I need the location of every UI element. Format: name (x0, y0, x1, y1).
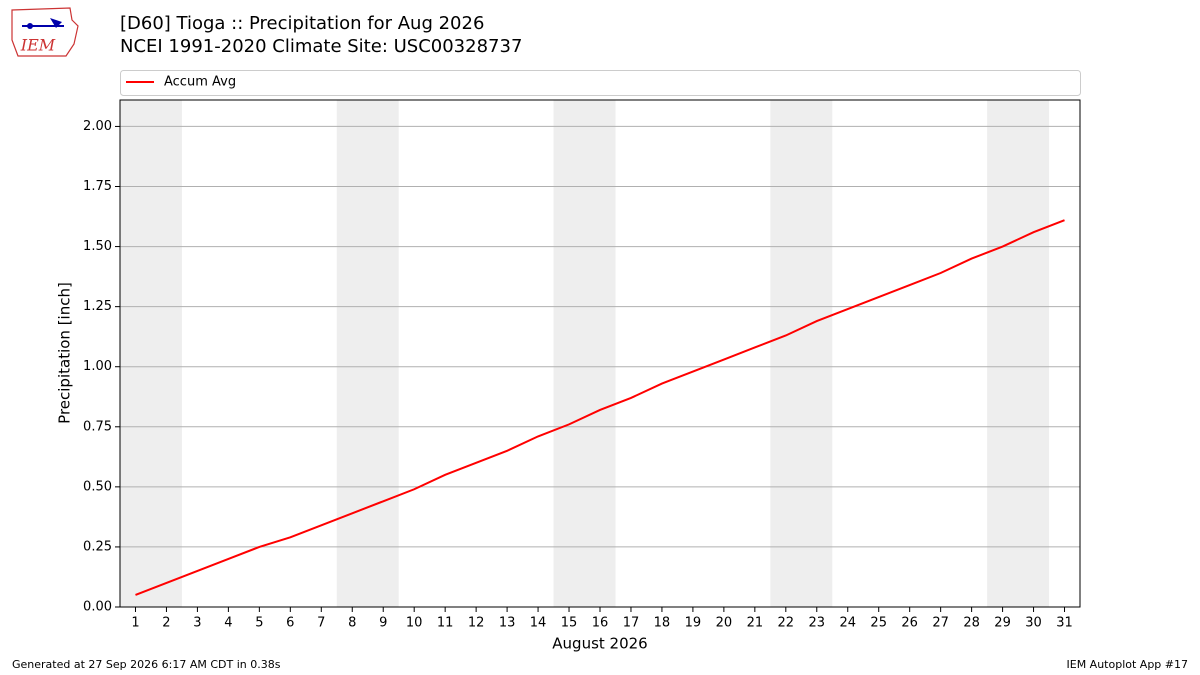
logo: IEM (11, 7, 79, 57)
y-tick-label: 1.25 (83, 299, 112, 314)
x-tick-label: 9 (379, 616, 387, 631)
x-tick-label: 24 (839, 616, 856, 631)
x-tick-label: 12 (468, 616, 485, 631)
x-tick-label: 28 (963, 616, 980, 631)
x-tick-label: 16 (592, 616, 609, 631)
x-tick-label: 13 (499, 616, 516, 631)
x-tick-label: 20 (716, 616, 733, 631)
x-tick-label: 8 (348, 616, 356, 631)
y-tick-label: 1.50 (83, 239, 112, 254)
chart-title: [D60] Tioga :: Precipitation for Aug 202… (120, 13, 484, 34)
weekend-band (336, 100, 399, 607)
weekend-band (987, 100, 1050, 607)
footer-right: IEM Autoplot App #17 (1067, 658, 1189, 671)
weekend-band (120, 100, 182, 607)
x-tick-label: 6 (286, 616, 294, 631)
logo-text: IEM (20, 36, 56, 55)
x-tick-label: 10 (406, 616, 423, 631)
y-tick-label: 1.00 (83, 359, 112, 374)
x-tick-label: 19 (685, 616, 702, 631)
y-tick-label: 0.75 (83, 419, 112, 434)
x-tick-label: 21 (747, 616, 764, 631)
y-tick-label: 0.25 (83, 539, 112, 554)
x-tick-label: 11 (437, 616, 454, 631)
weekend-band (553, 100, 616, 607)
x-axis-label: August 2026 (552, 635, 647, 653)
x-tick-label: 25 (870, 616, 887, 631)
x-tick-label: 23 (809, 616, 826, 631)
legend-label: Accum Avg (164, 75, 236, 90)
x-tick-label: 22 (778, 616, 795, 631)
y-axis-label: Precipitation [inch] (56, 282, 74, 424)
x-tick-label: 17 (623, 616, 640, 631)
legend-box (120, 70, 1081, 96)
y-tick-label: 0.00 (83, 600, 112, 615)
x-tick-label: 29 (994, 616, 1011, 631)
x-tick-label: 3 (193, 616, 201, 631)
x-tick-label: 31 (1056, 616, 1073, 631)
x-tick-label: 26 (901, 616, 918, 631)
x-tick-label: 1 (131, 616, 139, 631)
x-tick-label: 4 (224, 616, 232, 631)
y-tick-label: 0.50 (83, 479, 112, 494)
data-line (135, 219, 1065, 596)
chart-subtitle: NCEI 1991-2020 Climate Site: USC00328737 (120, 36, 522, 57)
x-tick-label: 18 (654, 616, 671, 631)
x-tick-label: 7 (317, 616, 325, 631)
footer-left: Generated at 27 Sep 2026 6:17 AM CDT in … (12, 658, 281, 671)
y-tick-label: 1.75 (83, 179, 112, 194)
x-tick-label: 5 (255, 616, 263, 631)
weekend-band (770, 100, 833, 607)
x-tick-label: 27 (932, 616, 949, 631)
x-tick-label: 14 (530, 616, 547, 631)
plot-frame (119, 99, 1081, 608)
x-tick-label: 15 (561, 616, 578, 631)
y-tick-label: 2.00 (83, 119, 112, 134)
x-tick-label: 30 (1025, 616, 1042, 631)
x-tick-label: 2 (162, 616, 170, 631)
